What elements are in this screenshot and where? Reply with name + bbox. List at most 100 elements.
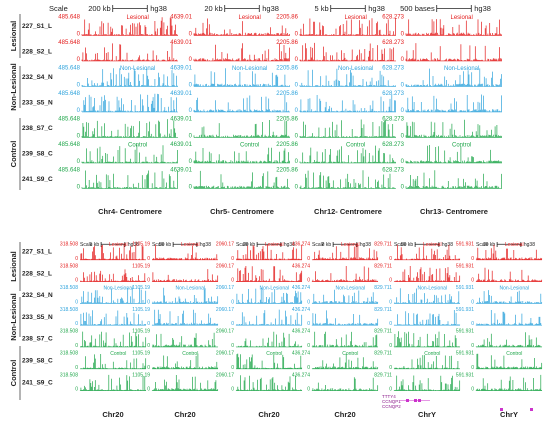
sample-label: 239_S8_C	[22, 150, 53, 157]
scale-value: 20 kb	[243, 242, 255, 248]
y-max-label: 628.273	[382, 91, 404, 97]
y-min-label: 0	[147, 365, 150, 371]
track-group-label: Control	[182, 351, 198, 357]
signal-track	[405, 19, 502, 36]
y-max-label: 436.274	[292, 285, 310, 291]
y-max-label: 4639.01	[170, 15, 192, 21]
y-max-label: 829.711	[374, 242, 392, 248]
y-min-label: 0	[307, 256, 310, 262]
y-max-label: 2205.86	[276, 40, 298, 46]
y-max-label: 436.274	[292, 242, 310, 248]
signal-track	[393, 355, 461, 369]
y-max-label: 2205.86	[276, 142, 298, 148]
signal-track	[81, 119, 178, 138]
scale-label: Scale	[49, 4, 68, 13]
y-min-label: 0	[147, 278, 150, 284]
y-max-label: 829.711	[374, 329, 392, 335]
y-min-label: 0	[147, 343, 150, 349]
y-min-label: 0	[231, 299, 234, 305]
y-max-label: 2205.86	[276, 168, 298, 174]
scale-value: 500 bases	[400, 4, 435, 13]
sample-label: 233_S5_N	[22, 314, 53, 321]
scale-label: Scale	[394, 242, 407, 248]
y-max-label: 628.273	[382, 168, 404, 174]
signal-track	[311, 331, 379, 347]
region-label: Chr20	[334, 410, 355, 419]
y-min-label: 0	[77, 108, 81, 114]
y-max-label: 4639.01	[170, 91, 192, 97]
genome-label: hg38	[200, 242, 211, 248]
y-max-label: 4639.01	[170, 66, 192, 72]
genome-label: hg38	[262, 4, 279, 13]
track-column-2: 20 kb hg38 4639.01 0 Lesional 4639.01 0 4639.01…	[170, 4, 290, 216]
signal-track	[193, 68, 290, 87]
scale-value: 50 kb	[401, 242, 413, 248]
track-group-label: Control	[346, 143, 365, 149]
y-max-label: 1105.19	[132, 329, 150, 335]
signal-track	[475, 290, 543, 304]
group-label: Non-Lesional	[9, 63, 18, 111]
y-min-label: 0	[77, 83, 81, 89]
y-min-label: 0	[231, 278, 234, 284]
track-group-label: Control	[110, 351, 126, 357]
y-max-label: 436.274	[292, 351, 310, 357]
y-min-label: 0	[389, 365, 392, 371]
y-min-label: 0	[189, 32, 193, 38]
signal-track	[311, 266, 379, 282]
scale-value: 20 kb	[204, 4, 222, 13]
y-min-label: 0	[75, 299, 78, 305]
y-max-label: 318.508	[60, 285, 78, 291]
genome-label: hg38	[128, 242, 139, 248]
signal-track	[475, 310, 542, 326]
signal-track	[81, 93, 177, 112]
y-min-label: 0	[75, 343, 78, 349]
group-brackets: Lesional Non-Lesional Control	[9, 242, 21, 400]
signal-track	[193, 170, 290, 189]
signal-track	[81, 170, 178, 189]
y-max-label: 2060.17	[216, 263, 234, 269]
y-min-label: 0	[75, 256, 78, 262]
y-min-label: 0	[77, 159, 81, 165]
signal-track	[151, 332, 219, 347]
signal-track	[299, 95, 396, 112]
scale-value: 50 kb	[159, 242, 171, 248]
y-max-label: 2060.17	[216, 372, 234, 378]
track-group-label: Non-Lesional	[500, 286, 529, 292]
track-group-label: Control	[506, 351, 522, 357]
y-max-label: 1105.19	[132, 372, 150, 378]
y-min-label: 0	[471, 321, 474, 327]
signal-track	[193, 94, 290, 112]
scale-label: Scale	[312, 242, 325, 248]
y-min-label: 0	[147, 256, 150, 262]
y-min-label: 0	[147, 299, 150, 305]
y-max-label: 2205.86	[276, 91, 298, 97]
y-max-label: 591.931	[456, 329, 474, 335]
y-min-label: 0	[471, 299, 474, 305]
y-max-label: 436.274	[292, 307, 310, 313]
scale-label: Scale	[236, 242, 249, 248]
y-max-label: 318.508	[60, 372, 78, 378]
track-group-label: Non-Lesional	[338, 66, 373, 72]
signal-track	[393, 331, 461, 347]
y-max-label: 591.931	[456, 242, 474, 248]
y-max-label: 485.648	[58, 40, 80, 46]
signal-track	[405, 170, 502, 189]
y-min-label: 0	[189, 185, 193, 191]
y-max-label: 485.648	[58, 15, 80, 21]
y-max-label: 1105.19	[132, 242, 150, 248]
signal-track	[311, 310, 379, 326]
region-label: Chr20	[258, 410, 279, 419]
signal-track	[81, 68, 178, 87]
y-max-label: 2060.17	[216, 329, 234, 335]
signal-track	[405, 43, 502, 61]
y-max-label: 628.273	[382, 142, 404, 148]
track-group-label: Lesional	[127, 15, 149, 21]
signal-track	[475, 267, 543, 282]
signal-track	[393, 375, 461, 391]
y-max-label: 485.648	[58, 117, 80, 123]
y-min-label: 0	[75, 321, 78, 327]
signal-track	[80, 269, 147, 282]
y-max-label: 485.648	[58, 142, 80, 148]
y-max-label: 436.274	[292, 329, 310, 335]
scale-value: 1 kb	[90, 242, 100, 248]
